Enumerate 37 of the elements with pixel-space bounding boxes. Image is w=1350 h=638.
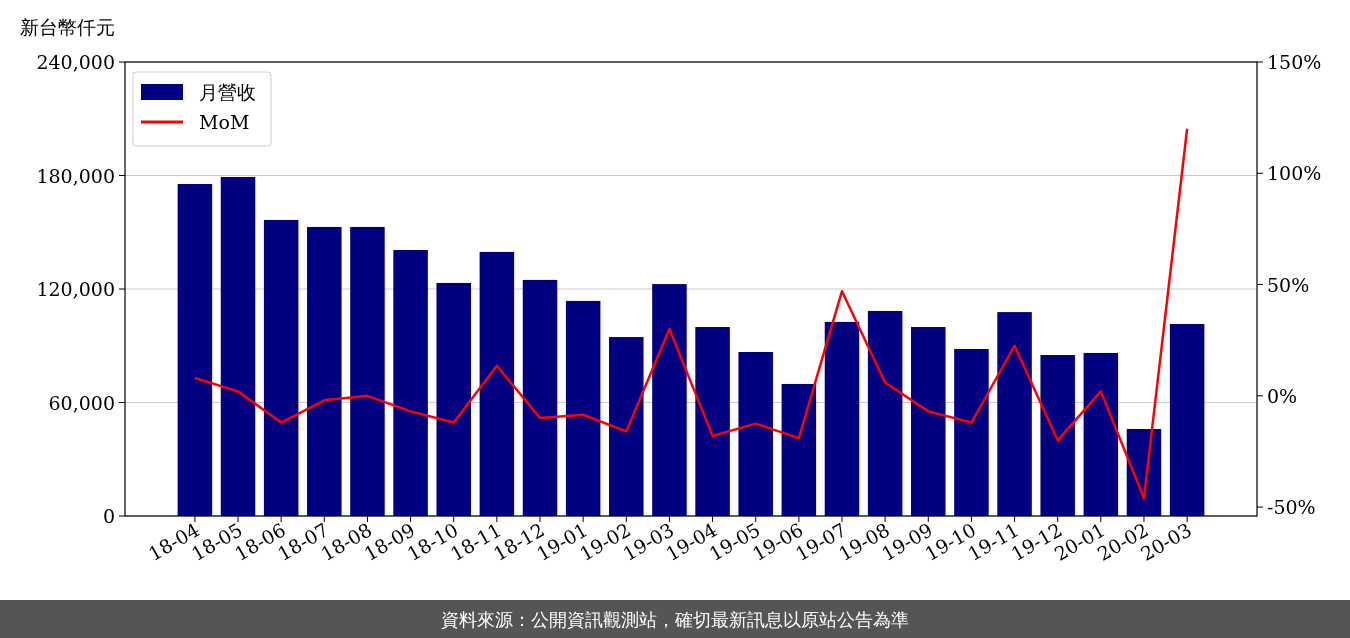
source-note: 資料來源：公開資訊觀測站，確切最新訊息以原站公告為準 <box>441 609 909 630</box>
bar <box>263 219 299 516</box>
bar <box>479 251 515 516</box>
bar <box>350 226 385 516</box>
bar <box>738 351 773 516</box>
bar <box>177 184 213 516</box>
y2-tick-label: 150% <box>1267 51 1322 73</box>
y-tick-label: 240,000 <box>36 51 115 73</box>
y-axis-title: 新台幣仟元 <box>20 16 115 38</box>
bar <box>867 310 903 516</box>
bar <box>954 348 989 516</box>
bar <box>652 284 687 516</box>
y-tick-label: 60,000 <box>48 391 115 414</box>
bar <box>609 337 644 516</box>
y2-tick-label: 0% <box>1267 384 1298 407</box>
bar <box>436 282 471 516</box>
legend-label: MoM <box>199 111 250 133</box>
bar <box>1169 324 1205 516</box>
bar <box>522 279 558 516</box>
bar <box>695 327 730 516</box>
bar <box>997 312 1032 516</box>
legend-label: 月營收 <box>199 81 256 103</box>
bar <box>565 300 601 516</box>
bar <box>781 383 817 516</box>
y-tick-label: 0 <box>102 505 115 527</box>
y-tick-label: 120,000 <box>36 278 115 300</box>
bar <box>307 226 342 516</box>
bar <box>1083 352 1119 516</box>
bar <box>220 177 256 516</box>
y-tick-label: 180,000 <box>36 164 115 187</box>
y2-tick-label: 100% <box>1267 162 1322 185</box>
bar <box>911 327 946 516</box>
bar <box>1040 355 1075 516</box>
bar <box>824 321 860 516</box>
bar <box>393 250 428 516</box>
y2-tick-label: 50% <box>1267 273 1310 296</box>
y2-tick-label: -50% <box>1267 496 1316 519</box>
